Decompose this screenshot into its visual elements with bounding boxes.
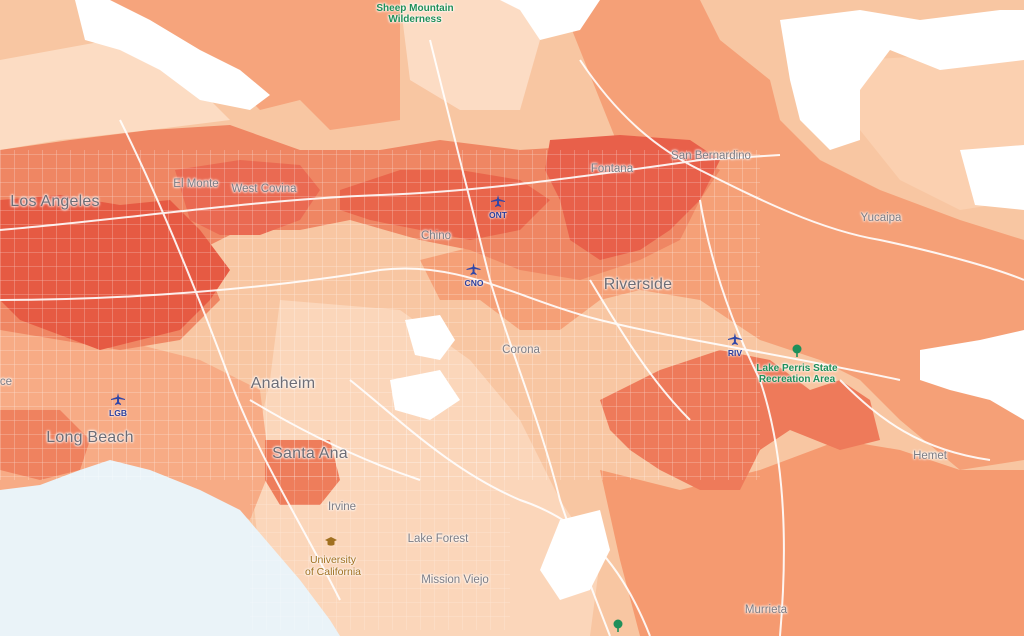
airplane-icon	[727, 333, 742, 345]
city-label-long-beach: Long Beach	[46, 429, 134, 446]
airport-cno[interactable]: CNO	[464, 262, 484, 288]
airport-code: ONT	[489, 210, 507, 220]
region-light	[400, 0, 540, 110]
city-label-west-covina: West Covina	[231, 183, 297, 195]
city-label-murrieta: Murrieta	[744, 604, 788, 616]
airport-code: RIV	[727, 348, 743, 358]
university-label: University of California	[304, 554, 362, 578]
city-label-corona: Corona	[502, 344, 540, 356]
airplane-icon	[110, 393, 125, 405]
city-label-santa-ana: Santa Ana	[272, 445, 348, 462]
city-label-partial: ce	[0, 376, 13, 388]
region-nodata	[920, 330, 1024, 420]
city-label-yucaipa: Yucaipa	[860, 212, 902, 224]
street-grid	[0, 150, 760, 480]
region-nodata	[960, 145, 1024, 210]
street-grid	[250, 430, 510, 630]
city-label-el-monte: El Monte	[173, 178, 219, 190]
region-nodata	[540, 510, 610, 600]
airport-riv[interactable]: RIV	[728, 332, 742, 358]
airport-code: CNO	[464, 278, 484, 288]
city-label-lake-forest: Lake Forest	[407, 533, 469, 545]
region-nodata	[75, 0, 270, 110]
city-label-san-bernardino: San Bernardino	[671, 150, 751, 162]
city-label-irvine: Irvine	[327, 501, 357, 513]
city-label-chino: Chino	[420, 230, 452, 242]
region-nodata	[500, 0, 600, 40]
airplane-icon	[466, 263, 481, 275]
airport-ont[interactable]: ONT	[489, 194, 507, 220]
airplane-icon	[490, 195, 505, 207]
highways	[0, 39, 1024, 636]
park-label-lake-perris: Lake Perris State Recreation Area	[756, 363, 838, 385]
city-label-hemet: Hemet	[913, 450, 947, 462]
park-label-sheep-mountain: Sheep Mountain Wilderness	[376, 3, 454, 25]
city-label-riverside: Riverside	[603, 276, 673, 293]
city-label-los-angeles: Los Angeles	[10, 193, 100, 210]
city-label-mission-viejo: Mission Viejo	[421, 574, 489, 586]
airport-code: LGB	[109, 408, 127, 418]
tree-icon[interactable]	[612, 619, 624, 636]
airport-lgb[interactable]: LGB	[109, 392, 127, 418]
graduation-cap-icon[interactable]	[324, 535, 338, 553]
city-label-fontana: Fontana	[590, 163, 634, 175]
city-label-anaheim: Anaheim	[250, 375, 316, 392]
region-nodata	[780, 10, 1024, 150]
tree-icon[interactable]	[791, 344, 803, 362]
